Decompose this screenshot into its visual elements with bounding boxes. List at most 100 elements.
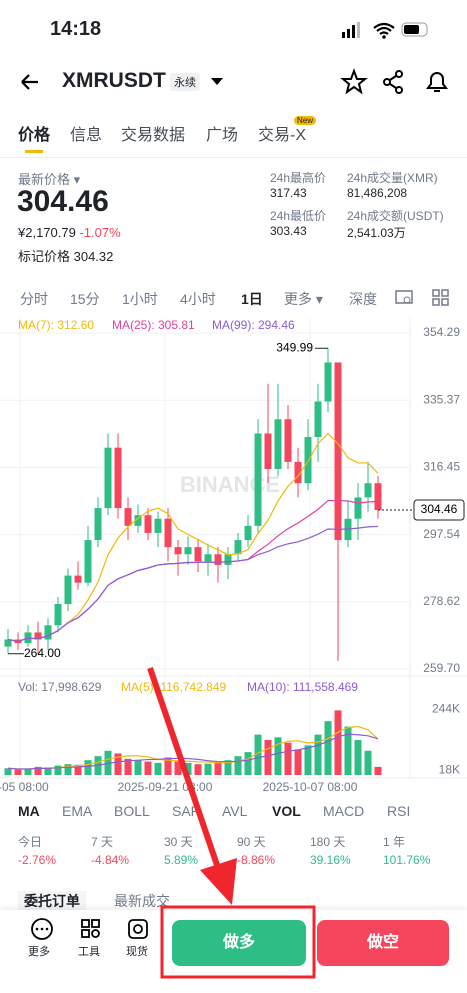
timeframe: 15分 bbox=[70, 291, 100, 307]
last-tag bbox=[413, 499, 465, 521]
mark-price: 标记价格 304.32 bbox=[18, 249, 114, 264]
price-label: 最新价格 ▾ bbox=[18, 172, 81, 187]
symbol: XMRUSDT bbox=[62, 69, 166, 92]
volume-bar bbox=[314, 734, 322, 775]
date-label: 2025-10-07 08:00 bbox=[263, 780, 358, 794]
candle-body bbox=[234, 540, 242, 555]
stat-value: 2,541.03万 bbox=[347, 226, 406, 240]
vol-tick-label: 244K bbox=[432, 701, 460, 715]
ma-line bbox=[7, 525, 379, 642]
action: 更多 bbox=[28, 946, 50, 958]
candle-body bbox=[114, 447, 122, 509]
y-tick-label: 335.37 bbox=[423, 392, 460, 406]
candle-body bbox=[254, 433, 262, 526]
volume-bar bbox=[214, 762, 222, 775]
candle-body bbox=[154, 518, 162, 533]
cny: ¥2,170.79 bbox=[18, 225, 76, 240]
status-time: 14:18 bbox=[50, 18, 102, 40]
volume-bar bbox=[334, 710, 342, 775]
indicator: MA bbox=[18, 803, 40, 819]
tab: 广场 bbox=[206, 127, 239, 144]
share[interactable] bbox=[383, 70, 403, 94]
candle-body bbox=[194, 547, 202, 562]
candle-body bbox=[184, 547, 192, 555]
volume-bar bbox=[374, 766, 382, 775]
candle-body bbox=[64, 575, 72, 604]
tab: 交易数据 bbox=[121, 127, 186, 144]
status-icons bbox=[342, 22, 428, 39]
candle-body bbox=[144, 515, 152, 533]
volume-bar bbox=[364, 750, 372, 775]
candle-body bbox=[4, 639, 12, 647]
volume-bar bbox=[304, 745, 312, 775]
indicator: AVL bbox=[222, 803, 248, 819]
volume-bar bbox=[324, 721, 332, 775]
long-button[interactable]: 做多 bbox=[172, 920, 306, 966]
candle-body bbox=[94, 508, 102, 541]
volume-bar bbox=[74, 764, 82, 775]
short-button[interactable]: 做空 bbox=[317, 920, 449, 966]
tag: 永续 bbox=[170, 73, 200, 91]
change: -1.07% bbox=[79, 225, 121, 240]
timeframe: 4小时 bbox=[180, 291, 216, 307]
order-tab: 委托订单 bbox=[18, 891, 86, 911]
vol-tick-label: 18K bbox=[439, 762, 460, 776]
action: 现货 bbox=[126, 946, 148, 958]
y-tick-label: 316.45 bbox=[423, 460, 460, 474]
candle-body bbox=[334, 362, 342, 541]
tab: 交易-X bbox=[258, 127, 307, 144]
candle-body bbox=[124, 508, 132, 526]
action-icons bbox=[31, 918, 148, 940]
y-tick-label: 259.70 bbox=[423, 661, 460, 675]
candle-body bbox=[134, 515, 142, 526]
candle-body bbox=[264, 433, 272, 470]
star[interactable] bbox=[340, 68, 368, 95]
new-badge: New bbox=[294, 116, 317, 125]
candle-body bbox=[354, 497, 362, 519]
volume-bar bbox=[14, 769, 22, 775]
last-tag-label: 304.46 bbox=[421, 502, 458, 516]
ma-line bbox=[7, 499, 379, 642]
volume-bar bbox=[224, 760, 232, 775]
y-tick-label: 297.54 bbox=[423, 527, 460, 541]
candle-body bbox=[294, 461, 302, 484]
cny-line: ¥2,170.79 -1.07% bbox=[18, 225, 121, 240]
volume-bar bbox=[294, 749, 302, 775]
vol-ma-legend: MA(5): 116,742.849 bbox=[121, 680, 227, 694]
perf-value: -4.84% bbox=[91, 853, 130, 867]
bell[interactable] bbox=[426, 72, 448, 92]
ma-legend: MA(99): 294.46 bbox=[212, 318, 295, 332]
candle-body bbox=[324, 362, 332, 402]
volume-bar bbox=[114, 753, 122, 775]
vol-ma-line bbox=[7, 733, 379, 770]
perf-label: 90 天 bbox=[237, 835, 266, 849]
volume-bar bbox=[254, 734, 262, 775]
tab: 价格 bbox=[18, 127, 51, 144]
high-label: 349.99 bbox=[276, 340, 313, 354]
timeframe: 更多 ▾ bbox=[284, 291, 323, 307]
divider bbox=[0, 157, 467, 158]
perf-value: -2.76% bbox=[18, 853, 57, 867]
price-label-text: 最新价格 bbox=[18, 172, 71, 187]
stat-value: 81,486,208 bbox=[347, 186, 408, 200]
perf-label: 今日 bbox=[18, 835, 43, 849]
volume-bar bbox=[344, 726, 352, 775]
candle-body bbox=[164, 518, 172, 548]
order-tab: 最新成交 bbox=[114, 893, 170, 909]
volume-bar bbox=[264, 740, 272, 775]
candle-body bbox=[314, 401, 322, 438]
date-label: 2025-09-21 08:00 bbox=[118, 780, 213, 794]
indicator: SAR bbox=[172, 803, 201, 819]
tab-underline bbox=[25, 150, 43, 153]
volume-bar bbox=[64, 764, 72, 775]
back[interactable] bbox=[21, 74, 38, 90]
stat-value: 303.43 bbox=[270, 224, 307, 238]
candle-body bbox=[174, 547, 182, 555]
ma-legend: MA(7): 312.60 bbox=[18, 318, 94, 332]
timeframe: 1小时 bbox=[122, 291, 158, 307]
candle-body bbox=[34, 632, 42, 640]
ma-line bbox=[7, 432, 379, 642]
vol-ma-legend: MA(10): 111,558.469 bbox=[247, 680, 358, 694]
volume-bar bbox=[154, 762, 162, 775]
volume-bar bbox=[194, 764, 202, 775]
